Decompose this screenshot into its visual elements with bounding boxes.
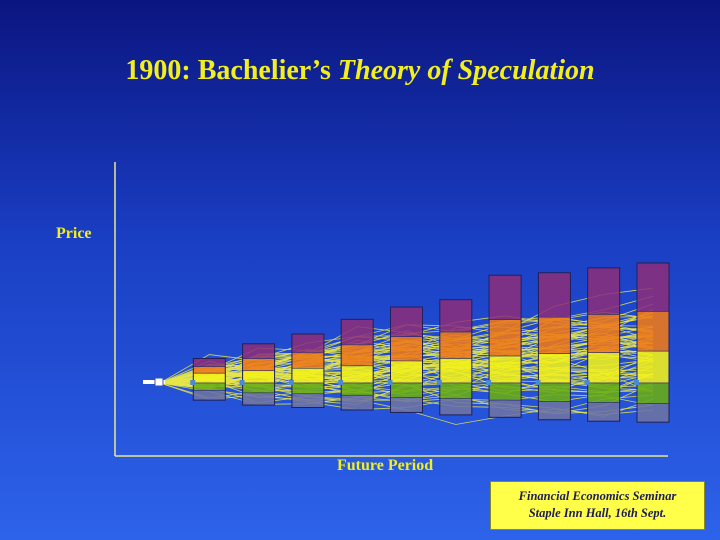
band-segment xyxy=(538,353,571,384)
band-segment xyxy=(636,382,670,404)
band-segment xyxy=(636,350,670,384)
median-marker xyxy=(436,380,442,385)
median-marker xyxy=(190,380,196,385)
band-segment xyxy=(439,358,473,384)
band-segment xyxy=(390,382,423,398)
band-segment xyxy=(488,382,522,401)
band-segment xyxy=(340,365,374,384)
median-marker xyxy=(535,380,541,385)
band-segment xyxy=(439,299,473,333)
median-marker xyxy=(584,380,590,385)
band-outline xyxy=(439,299,473,416)
band-segment xyxy=(242,392,275,406)
band-segment xyxy=(390,397,423,413)
band-outline xyxy=(390,306,423,413)
band-segment xyxy=(636,311,670,352)
band-segment xyxy=(587,382,621,403)
band-segment xyxy=(538,316,571,354)
band-segment xyxy=(291,393,325,408)
band-segment xyxy=(340,344,374,367)
y-axis-label: Price xyxy=(56,225,92,242)
band-segment xyxy=(538,401,571,421)
band-segment xyxy=(538,272,571,318)
band-segment xyxy=(340,382,374,396)
title-main: 1900: Bachelier’s xyxy=(125,55,338,86)
band-outline xyxy=(636,262,670,423)
band-segment xyxy=(193,366,226,374)
band-segment xyxy=(340,318,374,346)
band-segment xyxy=(242,370,275,384)
percentile-bands xyxy=(190,262,670,423)
band-outline xyxy=(488,274,522,418)
start-marker xyxy=(143,380,165,384)
band-segment xyxy=(488,399,522,418)
median-marker xyxy=(387,380,393,385)
band-segment xyxy=(488,274,522,320)
band-segment xyxy=(242,358,275,372)
band-outline xyxy=(192,358,226,401)
band-segment xyxy=(439,331,473,359)
median-marker xyxy=(634,380,639,385)
band-segment xyxy=(636,403,670,423)
start-marker-box xyxy=(154,377,164,387)
band-segment xyxy=(291,333,325,354)
band-segment xyxy=(193,382,226,391)
seminar-caption: Financial Economics Seminar Staple Inn H… xyxy=(490,481,705,530)
band-segment xyxy=(291,367,325,384)
band-outline xyxy=(537,272,571,421)
chart-axes xyxy=(114,162,668,457)
caption-line-2: Staple Inn Hall, 16th Sept. xyxy=(528,506,667,520)
band-outline xyxy=(291,333,325,408)
band-segment xyxy=(193,372,226,384)
median-marker xyxy=(288,380,294,385)
median-marker xyxy=(239,380,245,385)
median-marker xyxy=(486,380,492,385)
page-title: 1900: Bachelier’s Theory of Speculation xyxy=(0,55,720,87)
band-segment xyxy=(538,382,571,402)
band-segment xyxy=(291,382,325,395)
band-segment xyxy=(488,355,522,384)
band-segment xyxy=(242,343,275,359)
band-outline xyxy=(242,343,276,406)
band-segment xyxy=(587,402,621,422)
band-segment xyxy=(193,358,226,367)
band-segment xyxy=(636,262,670,312)
band-segment xyxy=(193,390,226,401)
band-segment xyxy=(439,382,473,399)
band-segment xyxy=(587,267,621,315)
band-segment xyxy=(291,352,325,369)
band-segment xyxy=(587,314,621,353)
band-outline xyxy=(587,267,621,422)
band-segment xyxy=(242,382,275,394)
band-segment xyxy=(587,352,621,384)
band-segment xyxy=(390,336,423,362)
x-axis-label: Future Period xyxy=(337,457,434,474)
caption-line-1: Financial Economics Seminar xyxy=(518,489,677,503)
median-marker xyxy=(338,380,344,385)
band-outline xyxy=(340,318,374,411)
band-segment xyxy=(340,394,374,411)
band-segment xyxy=(390,360,423,384)
title-italic: Theory of Speculation xyxy=(337,55,595,86)
band-segment xyxy=(390,306,423,337)
band-segment xyxy=(439,398,473,416)
band-segment xyxy=(488,319,522,357)
